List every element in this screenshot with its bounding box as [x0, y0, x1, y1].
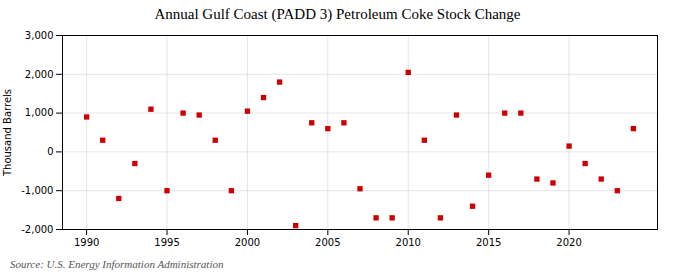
svg-text:1,000: 1,000	[25, 107, 54, 118]
svg-text:0: 0	[47, 146, 53, 157]
svg-text:3,000: 3,000	[25, 30, 54, 41]
svg-text:2020: 2020	[556, 237, 581, 248]
svg-text:1990: 1990	[74, 237, 99, 248]
svg-text:-2,000: -2,000	[21, 224, 53, 235]
html-text:Source: U.S. Energy Informatio: Source: U.S. Energy Information Administ…	[10, 258, 224, 270]
svg-text:2015: 2015	[476, 237, 501, 248]
svg-text:2000: 2000	[235, 237, 260, 248]
html-text:Annual Gulf Coast (PADD 3) Pet: Annual Gulf Coast (PADD 3) Petroleum Cok…	[154, 6, 521, 22]
svg-text:-1,000: -1,000	[21, 185, 53, 196]
svg-text:2,000: 2,000	[25, 69, 54, 80]
svg-text:2010: 2010	[396, 237, 421, 248]
svg-text:1995: 1995	[154, 237, 179, 248]
svg-text:Thousand Barrels: Thousand Barrels	[2, 89, 13, 177]
svg-text:2005: 2005	[315, 237, 340, 248]
